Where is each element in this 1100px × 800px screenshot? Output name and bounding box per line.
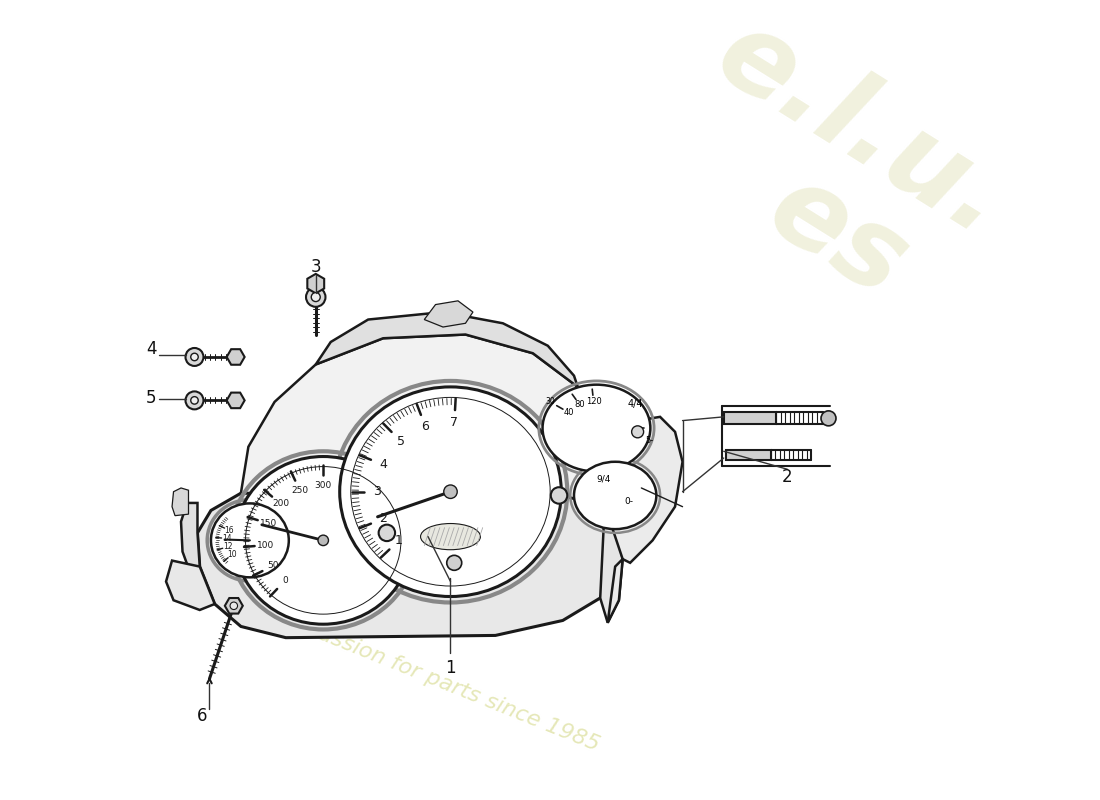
Text: es: es <box>750 154 926 319</box>
Polygon shape <box>724 412 777 424</box>
Text: 4/4: 4/4 <box>628 399 643 409</box>
Text: 3: 3 <box>310 258 321 276</box>
Text: a passion for parts since 1985: a passion for parts since 1985 <box>284 610 603 755</box>
Text: 5: 5 <box>146 389 156 407</box>
Text: 120: 120 <box>585 397 602 406</box>
Text: 3: 3 <box>373 486 382 498</box>
Polygon shape <box>166 561 214 610</box>
Circle shape <box>306 287 326 307</box>
Text: 16: 16 <box>224 526 234 534</box>
Polygon shape <box>578 499 623 622</box>
Polygon shape <box>726 450 771 460</box>
Ellipse shape <box>235 457 411 624</box>
Text: 50: 50 <box>267 562 278 570</box>
Circle shape <box>821 411 836 426</box>
Ellipse shape <box>211 503 289 578</box>
Text: 4: 4 <box>379 458 387 471</box>
Polygon shape <box>316 312 578 387</box>
Polygon shape <box>182 503 200 568</box>
Text: 150: 150 <box>260 519 277 528</box>
Text: 2: 2 <box>379 512 387 526</box>
Ellipse shape <box>340 387 561 597</box>
Text: 5-: 5- <box>645 436 653 445</box>
Circle shape <box>186 391 204 410</box>
Circle shape <box>190 397 198 404</box>
Text: 1: 1 <box>395 534 403 547</box>
Polygon shape <box>604 417 682 622</box>
Polygon shape <box>425 301 473 327</box>
Text: 2: 2 <box>782 468 793 486</box>
Polygon shape <box>241 334 607 503</box>
Circle shape <box>230 602 238 610</box>
Ellipse shape <box>542 385 650 471</box>
Circle shape <box>190 354 198 361</box>
Polygon shape <box>172 488 188 516</box>
Text: 250: 250 <box>292 486 308 495</box>
Text: 0: 0 <box>282 576 288 586</box>
Text: 4: 4 <box>146 341 156 358</box>
Text: 0-: 0- <box>624 498 634 506</box>
Ellipse shape <box>420 523 481 550</box>
Text: 5: 5 <box>397 434 405 448</box>
Circle shape <box>551 487 568 504</box>
Text: 6: 6 <box>197 707 207 726</box>
Text: 9/4: 9/4 <box>597 475 612 484</box>
Text: 200: 200 <box>272 499 289 508</box>
Circle shape <box>378 525 395 541</box>
Ellipse shape <box>574 462 657 529</box>
Circle shape <box>443 485 458 498</box>
Text: 80: 80 <box>574 400 585 410</box>
Circle shape <box>311 293 320 302</box>
Circle shape <box>631 426 644 438</box>
Circle shape <box>447 555 462 570</box>
Circle shape <box>186 348 204 366</box>
Text: 300: 300 <box>315 482 332 490</box>
Text: 12: 12 <box>223 542 232 551</box>
Circle shape <box>318 535 329 546</box>
Polygon shape <box>214 514 230 538</box>
Text: 30: 30 <box>546 397 556 406</box>
Text: 1: 1 <box>446 658 455 677</box>
Text: 14: 14 <box>222 534 231 543</box>
Text: 100: 100 <box>257 541 275 550</box>
Text: 6: 6 <box>421 420 429 434</box>
Text: 40: 40 <box>564 408 574 417</box>
Text: 7: 7 <box>450 416 459 429</box>
Text: e.l.u.: e.l.u. <box>697 0 1025 260</box>
Polygon shape <box>198 488 615 638</box>
Text: 10: 10 <box>228 550 236 559</box>
